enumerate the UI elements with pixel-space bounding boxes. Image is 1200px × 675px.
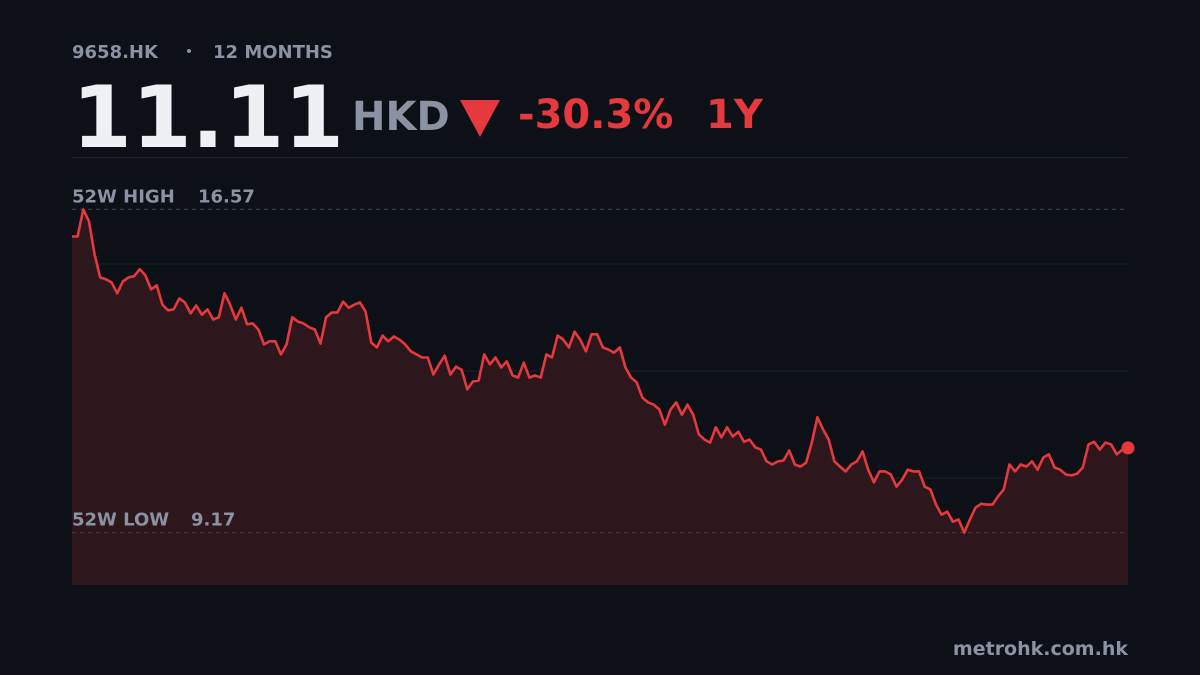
ticker: 9658.HK xyxy=(72,42,159,63)
plot: 52W HIGH 16.57 52W LOW 9.17 xyxy=(72,186,1135,585)
low-label: 52W LOW xyxy=(72,510,169,531)
period: 12 MONTHS xyxy=(213,42,333,63)
currency: HKD xyxy=(352,94,450,140)
price-area xyxy=(72,209,1128,585)
low-value: 9.17 xyxy=(191,510,235,531)
source: metrohk.com.hk xyxy=(953,638,1128,660)
range: 1Y xyxy=(706,92,764,138)
price-line xyxy=(72,208,1129,534)
change: -30.3% xyxy=(518,92,673,138)
down-arrow xyxy=(460,100,500,137)
high-value: 16.57 xyxy=(198,186,255,207)
high-label: 52W HIGH xyxy=(72,186,175,207)
price: 11.11 xyxy=(72,68,344,168)
last-point xyxy=(1121,441,1135,455)
separator-dot xyxy=(187,49,191,53)
